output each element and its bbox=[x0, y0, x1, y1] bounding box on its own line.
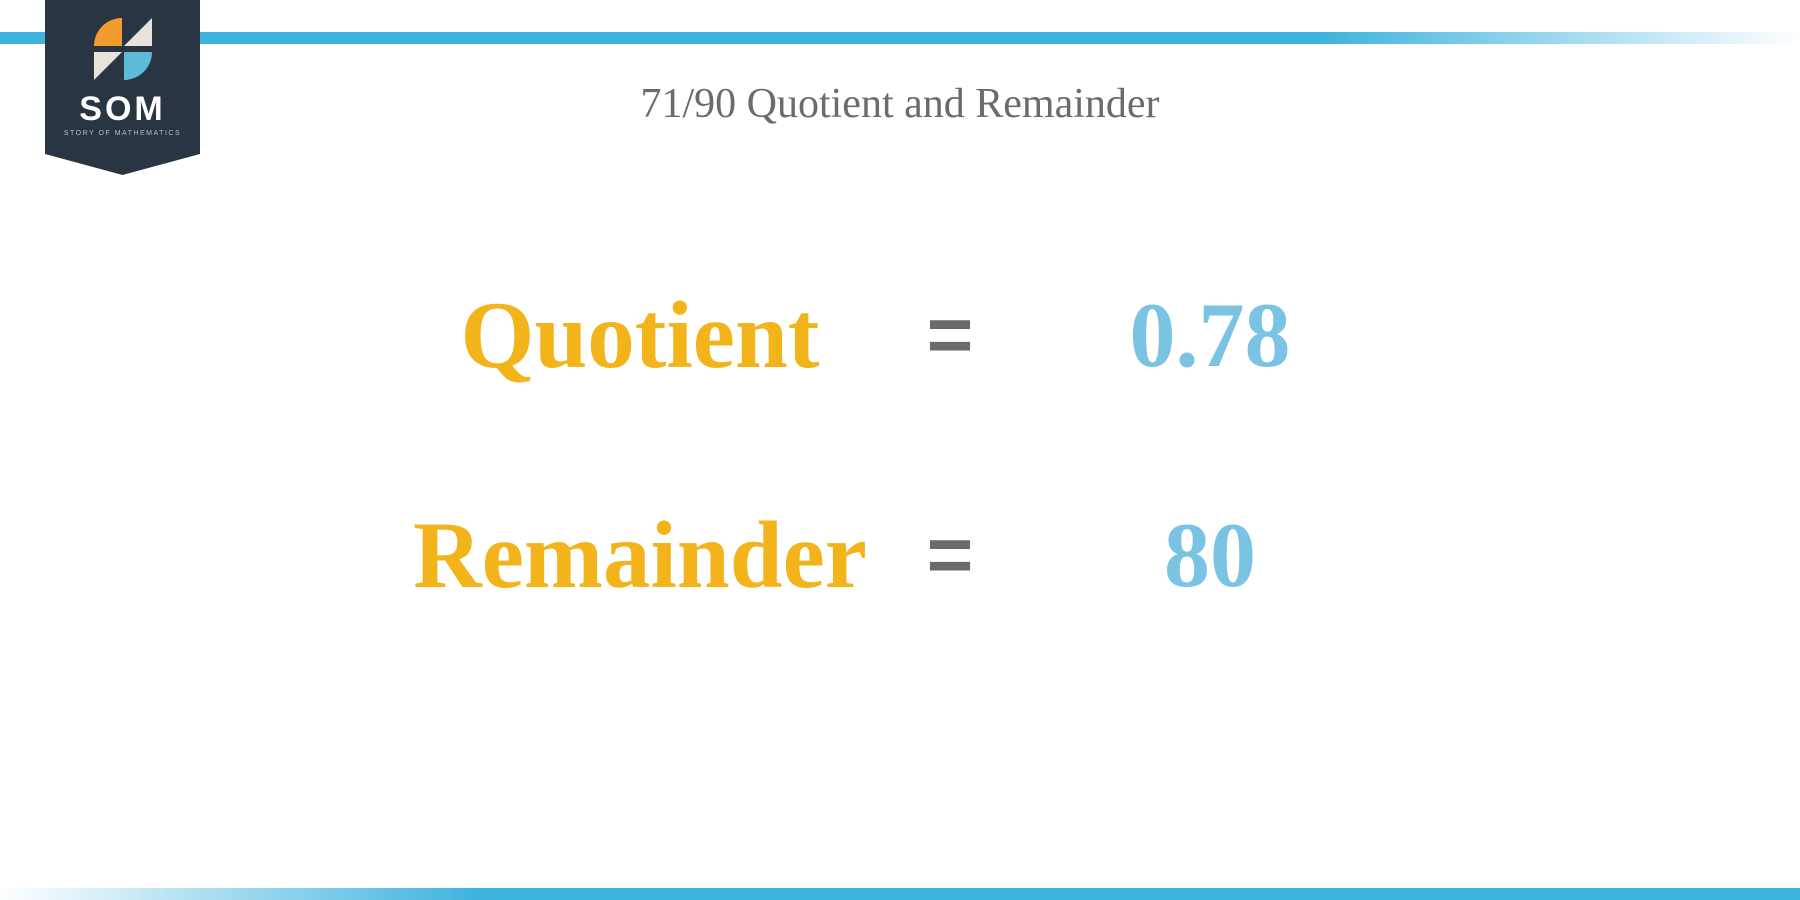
top-accent-bar bbox=[0, 32, 1800, 44]
remainder-label: Remainder bbox=[390, 500, 890, 610]
bottom-accent-bar bbox=[0, 888, 1800, 900]
quotient-value: 0.78 bbox=[1010, 282, 1410, 388]
remainder-row: Remainder = 80 bbox=[350, 500, 1450, 610]
bottom-bar-gradient bbox=[0, 888, 1600, 900]
quotient-label: Quotient bbox=[390, 280, 890, 390]
logo-shape-br bbox=[124, 52, 152, 80]
page-title: 71/90 Quotient and Remainder bbox=[0, 80, 1800, 128]
logo-shape-bl bbox=[94, 52, 122, 80]
logo-icon bbox=[92, 18, 154, 80]
logo-shape-tr bbox=[124, 18, 152, 46]
logo-subtext: STORY OF MATHEMATICS bbox=[64, 130, 181, 137]
quotient-row: Quotient = 0.78 bbox=[350, 280, 1450, 390]
top-bar-gradient bbox=[200, 32, 1800, 44]
content-area: Quotient = 0.78 Remainder = 80 bbox=[0, 280, 1800, 610]
bottom-bar-segment bbox=[1600, 888, 1800, 900]
equals-sign: = bbox=[890, 509, 1010, 601]
remainder-value: 80 bbox=[1010, 502, 1410, 608]
equals-sign: = bbox=[890, 289, 1010, 381]
logo-shape-tl bbox=[94, 18, 122, 46]
